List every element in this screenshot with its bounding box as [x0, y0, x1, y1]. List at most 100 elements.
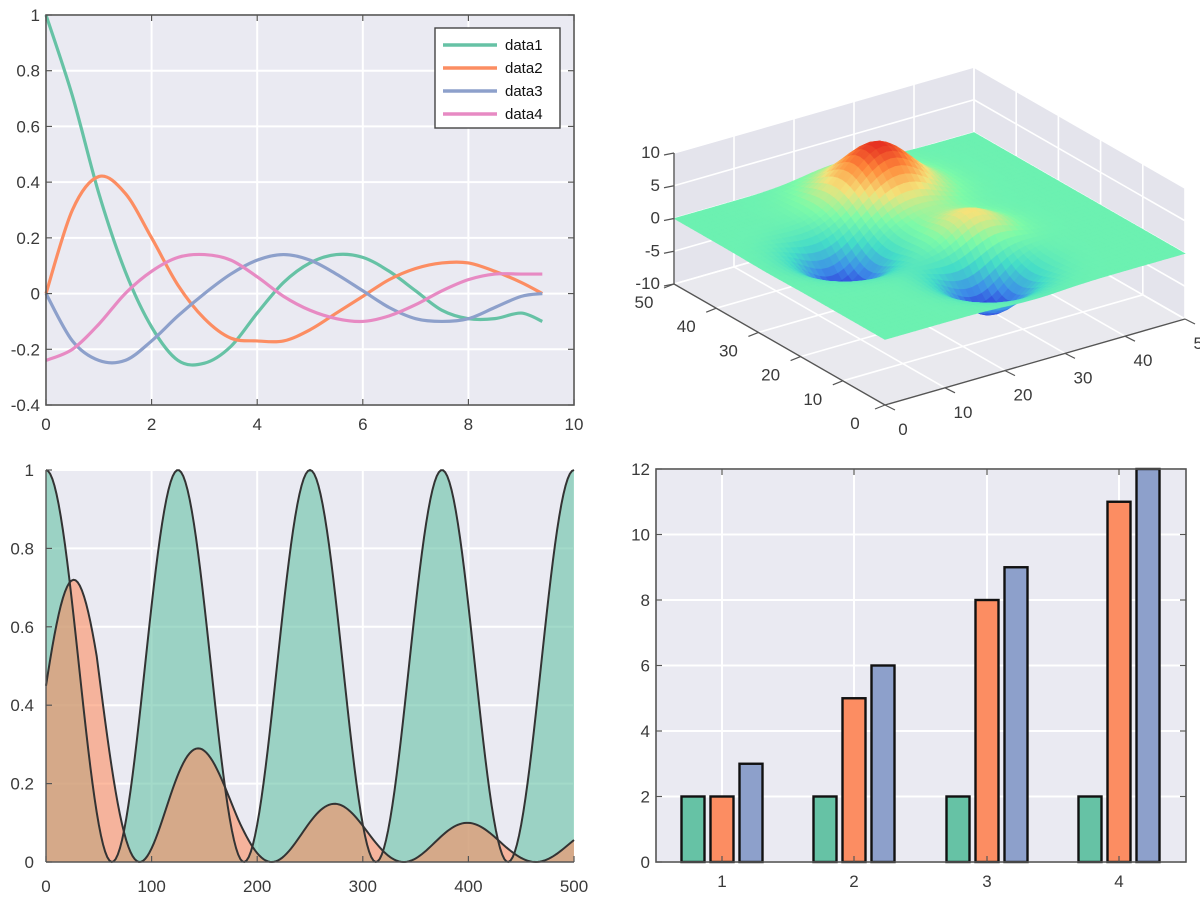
y-tick-label: 0.6: [10, 618, 34, 637]
x-tick-label: 300: [349, 877, 377, 896]
surface-mesh: [673, 132, 1186, 340]
x-tick-label: 40: [1134, 351, 1153, 370]
bar: [1077, 795, 1103, 864]
bar: [1003, 566, 1029, 864]
bar: [1106, 500, 1132, 864]
y-tick-label: 20: [761, 366, 780, 385]
y-tick-label: 40: [677, 317, 696, 336]
y-tick-label: 2: [641, 788, 650, 807]
x-tick-label: 4: [1114, 872, 1123, 891]
y-tick-label: 30: [719, 341, 738, 360]
x-tick: [944, 387, 956, 394]
legend-label: data3: [505, 83, 543, 100]
y-tick-label: 0: [31, 285, 40, 304]
series-line-data3: [44, 252, 543, 365]
grid-line: [673, 98, 975, 187]
x-tick-label: 10: [565, 415, 584, 434]
z-tick: [663, 152, 675, 156]
x-tick: [1184, 318, 1196, 325]
series-line-data4: [45, 252, 543, 362]
x-tick-label: 30: [1074, 368, 1093, 387]
area-edge-1: [45, 468, 575, 864]
bar: [738, 762, 764, 864]
x-tick-label: 0: [41, 877, 50, 896]
surface-patch: [1174, 250, 1186, 256]
legend-label: data2: [505, 60, 543, 77]
x-tick-label: 3: [982, 872, 991, 891]
bar: [974, 598, 1000, 864]
bar: [945, 795, 971, 864]
bar: [841, 697, 867, 864]
y-tick-label: 0.2: [16, 229, 40, 248]
x-tick-label: 6: [358, 415, 367, 434]
x-tick-label: 4: [252, 415, 261, 434]
y-tick-label: 0.2: [10, 775, 34, 794]
bar: [812, 795, 838, 864]
y-tick-label: 1: [31, 6, 40, 25]
y-tick-label: 0: [850, 414, 859, 433]
y-tick-label: 12: [631, 460, 650, 479]
x-tick-label: 400: [454, 877, 482, 896]
x-tick-label: 10: [954, 403, 973, 422]
z-tick-label: 0: [651, 209, 660, 228]
z-tick-label: 10: [641, 143, 660, 162]
area-fill-1: [46, 470, 574, 862]
legend-label: data1: [505, 37, 543, 54]
grid-line: [673, 66, 975, 154]
y-tick-label: 0.4: [16, 173, 40, 192]
y-tick-label: 0: [25, 853, 34, 872]
x-tick-label: 50: [1194, 334, 1200, 353]
z-tick: [663, 217, 675, 222]
z-tick-label: -5: [645, 241, 660, 260]
series-line-data2: [44, 174, 544, 344]
x-tick-label: 200: [243, 877, 271, 896]
y-tick-label: 8: [641, 591, 650, 610]
y-tick-label: 0: [641, 853, 650, 872]
x-tick: [1064, 352, 1076, 359]
bar: [709, 795, 735, 864]
bar: [1135, 467, 1161, 864]
y-tick: [790, 356, 801, 362]
z-tick: [663, 185, 675, 189]
grid-line: [842, 294, 1144, 382]
axes-frame: [45, 14, 575, 406]
z-tick-label: -10: [635, 274, 660, 293]
y-tick: [832, 380, 844, 386]
y-tick-label: 0.8: [10, 539, 34, 558]
y-tick: [748, 331, 759, 337]
y-axis-line: [673, 283, 886, 406]
x-tick-label: 0: [898, 420, 907, 439]
y-tick-label: 50: [635, 293, 654, 312]
area-fill-2: [46, 579, 574, 862]
x-tick-label: 20: [1014, 386, 1033, 405]
y-tick-label: 4: [641, 722, 650, 741]
bar: [680, 795, 706, 864]
x-tick: [884, 404, 896, 411]
y-tick: [874, 404, 886, 410]
z-tick: [663, 283, 675, 287]
y-tick-label: 1: [25, 461, 34, 480]
x-tick-label: 2: [147, 415, 156, 434]
x-tick: [1124, 335, 1136, 342]
y-tick-label: -0.4: [11, 396, 40, 415]
x-tick-label: 2: [849, 872, 858, 891]
x-tick-label: 8: [464, 415, 473, 434]
y-tick-label: 0.6: [16, 117, 40, 136]
z-tick: [663, 250, 675, 254]
z-tick-label: 5: [651, 176, 660, 195]
y-tick-label: 0.8: [16, 62, 40, 81]
x-tick-label: 100: [137, 877, 165, 896]
y-tick: [705, 307, 717, 313]
area-edge-2: [45, 578, 575, 864]
y-tick-label: 10: [803, 390, 822, 409]
bar: [870, 664, 896, 864]
grid-line: [733, 266, 946, 389]
grid-line: [973, 66, 1186, 189]
x-tick-label: 1: [717, 872, 726, 891]
line-chart: 0 2 4 6 8 10 -0.4 -0.2 0 0.2 0.4 0.6 0.8 1 data1 data2 d…: [11, 6, 584, 434]
x-tick-label: 500: [560, 877, 588, 896]
y-tick-label: 10: [631, 526, 650, 545]
y-tick-label: 0.4: [10, 696, 34, 715]
